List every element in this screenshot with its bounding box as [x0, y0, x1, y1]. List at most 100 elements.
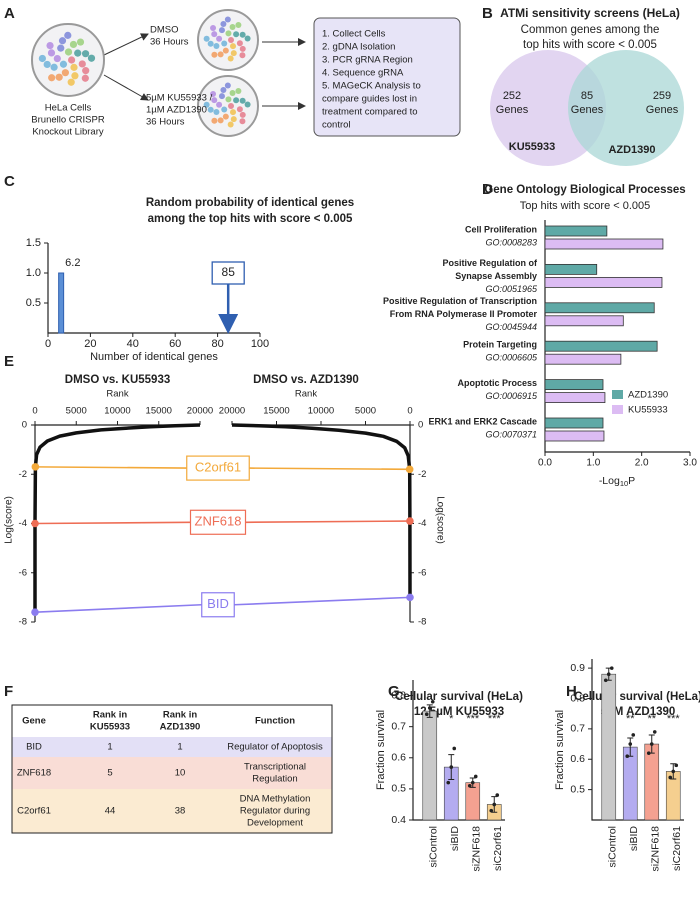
cell-icon	[74, 49, 82, 57]
go-id: GO:0070371	[485, 429, 537, 439]
cell-icon	[213, 109, 220, 116]
table-header-cell: Gene	[22, 716, 46, 727]
y-tick-label: -2	[418, 469, 426, 480]
gene-link	[35, 466, 187, 469]
bar	[58, 272, 65, 334]
replicate-point	[424, 712, 429, 717]
bar	[465, 782, 481, 821]
replicate-point	[646, 751, 651, 755]
cell-icon	[236, 106, 243, 113]
bar-label: 6.2	[65, 257, 80, 269]
x-tick-label: 100	[251, 338, 269, 350]
venn-subtitle: Common genes among the	[521, 24, 660, 36]
replicate-point	[427, 706, 432, 710]
cell-icon	[61, 69, 69, 77]
cell-icon	[233, 31, 240, 38]
cell-icon	[216, 101, 223, 108]
significance: ***	[488, 713, 502, 725]
cell-icon	[244, 101, 251, 108]
workflow-box	[313, 17, 461, 137]
cell-icon	[239, 118, 246, 125]
panel-label: H	[566, 683, 577, 700]
cell-icon	[67, 78, 75, 86]
x-tick-label: 2.0	[635, 458, 649, 469]
replicate-point	[495, 793, 500, 797]
cell-icon	[47, 49, 56, 57]
y-tick-label: 0.7	[391, 720, 406, 732]
replicate-point	[609, 666, 614, 670]
go-id: GO:0008283	[485, 237, 537, 247]
cell-icon	[239, 31, 246, 38]
go-id: GO:0045944	[485, 322, 537, 332]
x-tick-label: siZNF618	[471, 826, 483, 872]
x-tick-label: 20000	[187, 406, 213, 417]
table-cell: 5	[107, 768, 112, 779]
venn-right	[568, 50, 684, 166]
x-tick-label: siZNF618	[650, 826, 662, 872]
x-axis-label: -Log10P	[599, 475, 635, 488]
table-cell: ZNF618	[17, 768, 51, 779]
y-tick-label: -4	[418, 518, 426, 529]
x-tick-label: 3.0	[683, 458, 697, 469]
venn-title: ATMi sensitivity screens (HeLa)	[500, 6, 680, 20]
replicate-point	[606, 672, 611, 676]
x-tick-label: 15000	[263, 406, 289, 417]
cell-icon	[210, 24, 217, 31]
y-tick-label: 1.5	[26, 237, 41, 249]
panel-label: E	[4, 353, 14, 370]
y-axis-label: Fraction survival	[375, 710, 387, 790]
significance: ***	[466, 713, 480, 725]
cell-icon	[227, 55, 234, 62]
x-tick-label: 0	[45, 338, 51, 350]
x-tick-label: 10000	[104, 406, 130, 417]
cell-icon	[64, 31, 72, 39]
cell-icon	[230, 109, 237, 116]
bar	[544, 379, 604, 391]
significance: ***	[667, 713, 681, 725]
x-tick-label: 0	[32, 406, 37, 417]
cell-icon	[81, 74, 89, 82]
cell-icon	[227, 103, 234, 109]
chart-title: 5µM AZD1390	[601, 706, 676, 718]
workflow-step: control	[322, 120, 351, 131]
bar	[622, 746, 638, 821]
cell-icon	[67, 56, 76, 64]
arrow	[103, 74, 149, 101]
cell-icon	[82, 67, 90, 75]
table-header-cell: Function	[255, 716, 295, 727]
cell-icon	[218, 27, 225, 34]
cell-icon	[222, 47, 229, 54]
x-tick-label: 20	[84, 338, 96, 350]
table-cell: C2orf61	[17, 806, 51, 817]
bar	[544, 302, 655, 314]
go-id: GO:0051965	[485, 284, 538, 294]
gene-link	[34, 603, 202, 613]
cell-icon	[230, 116, 237, 123]
replicate-point	[473, 774, 478, 779]
cell-icon	[64, 48, 73, 56]
x-axis-label: Number of identical genes	[90, 351, 218, 363]
gene-link	[249, 467, 410, 471]
gene-label: ZNF618	[195, 514, 242, 529]
replicate-point	[671, 769, 676, 774]
replicate-point	[489, 808, 494, 813]
x-tick-label: 80	[211, 338, 223, 350]
cell-icon	[230, 43, 237, 50]
x-tick-label: siC2orf61	[671, 826, 683, 871]
cell-icon	[239, 97, 246, 104]
cell-icon	[87, 54, 96, 62]
x-tick-label: 0.0	[538, 458, 552, 469]
venn-set-name: KU55933	[509, 141, 555, 153]
table-header-cell: Rank in	[163, 710, 198, 721]
cell-icon	[57, 44, 65, 52]
go-id: GO:0006605	[485, 353, 538, 363]
cell-icon	[227, 37, 234, 43]
table-cell: BID	[26, 742, 42, 753]
x-axis-label-part: 10	[620, 479, 628, 488]
x-tick-label: 60	[169, 338, 181, 350]
significance: **	[647, 713, 656, 725]
panel-label: C	[4, 173, 15, 190]
chart-title: DMSO vs. AZD1390	[253, 374, 359, 386]
y-tick-label: 1.0	[26, 267, 41, 279]
x-tick-label: 20000	[219, 406, 245, 417]
